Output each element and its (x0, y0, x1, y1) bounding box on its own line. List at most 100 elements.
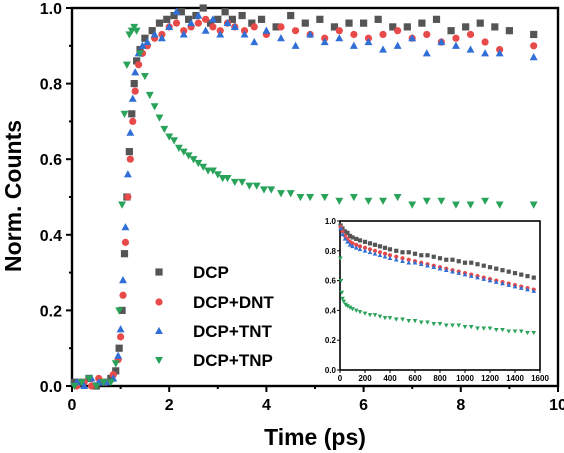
inset-data-point (418, 261, 424, 266)
data-point (374, 15, 382, 23)
data-point (335, 34, 344, 42)
inset-data-point (475, 275, 480, 280)
data-point (228, 15, 236, 23)
inset-x-tick-label: 400 (383, 374, 397, 383)
data-point (481, 197, 490, 205)
data-point (170, 11, 178, 20)
inset-data-point (382, 245, 388, 250)
data-point (214, 15, 222, 23)
inset-data-point (340, 296, 345, 301)
inset-data-point (367, 313, 373, 318)
data-point (408, 201, 417, 209)
inset-data-point (350, 241, 355, 246)
data-point (155, 114, 164, 122)
data-point (466, 201, 475, 209)
data-point (418, 19, 426, 27)
data-point (116, 325, 125, 333)
inset-x-tick-label: 1600 (531, 374, 549, 383)
data-point (141, 34, 149, 42)
inset-data-point (431, 254, 436, 259)
inset-data-point (406, 257, 411, 262)
x-tick-label: 10 (549, 397, 564, 414)
data-point (495, 201, 504, 209)
inset-data-point (347, 233, 353, 238)
inset-data-point (500, 281, 505, 286)
data-point (206, 19, 215, 27)
inset-data-point (340, 226, 345, 231)
data-point (138, 41, 147, 49)
inset-data-point (377, 314, 383, 319)
inset-data-point (525, 330, 530, 336)
inset-data-point (357, 238, 363, 243)
inset-data-point (500, 327, 505, 333)
data-point (529, 53, 538, 61)
inset-data-point (506, 329, 512, 334)
inset-y-tick-label: 0.2 (325, 336, 337, 345)
data-point (316, 15, 324, 23)
inset-data-point (382, 254, 388, 259)
y-axis-title: Norm. Counts (0, 120, 26, 272)
data-point (107, 374, 115, 383)
inset-data-point (450, 257, 455, 262)
inset-data-point (338, 278, 344, 284)
data-point (422, 197, 431, 205)
inset-data-point (431, 322, 437, 327)
inset-data-point (345, 239, 350, 244)
data-point (437, 197, 446, 205)
inset-data-point (431, 264, 437, 269)
inset-data-point (487, 265, 493, 270)
data-point (120, 110, 129, 118)
inset-x-tick-label: 800 (433, 374, 447, 383)
data-point (92, 382, 101, 391)
legend-marker (155, 298, 163, 306)
data-point (85, 375, 93, 383)
inset-series-dcp-tnt (338, 226, 537, 293)
legend-marker (155, 356, 163, 365)
data-point (126, 155, 134, 163)
y-tick-label: 0.0 (40, 379, 62, 396)
data-point (216, 30, 225, 38)
data-point (160, 125, 169, 134)
series-dcp-tnp (70, 23, 538, 391)
inset-data-point (500, 268, 505, 273)
data-point (291, 27, 300, 35)
data-point (330, 23, 339, 31)
data-point (121, 238, 130, 246)
inset-data-point (506, 269, 511, 274)
inset-data-point (377, 252, 383, 258)
inset-y-tick-label: 0.4 (325, 306, 337, 315)
inset-data-point (462, 260, 468, 265)
inset-data-point (387, 316, 393, 321)
data-point (177, 8, 185, 16)
inset-data-point (406, 260, 412, 265)
inset-data-point (468, 273, 474, 278)
data-point (221, 8, 229, 16)
data-point (451, 41, 460, 49)
data-point (393, 41, 402, 49)
data-point (291, 41, 300, 49)
data-point (277, 34, 285, 42)
data-point (126, 128, 135, 136)
inset-x-tick-label: 200 (358, 374, 372, 383)
inset-data-point (354, 242, 359, 247)
data-point (150, 30, 159, 38)
data-point (120, 250, 129, 258)
data-point (119, 276, 127, 284)
y-tick-label: 0.8 (40, 77, 62, 94)
data-point (134, 61, 143, 69)
data-point (131, 87, 139, 95)
data-point (345, 19, 353, 27)
inset-data-point (372, 313, 378, 318)
x-tick-label: 4 (262, 397, 271, 414)
inset-data-point (382, 316, 388, 321)
data-point (432, 15, 441, 23)
inset-data-point (377, 244, 383, 249)
data-point (99, 379, 108, 387)
data-point (250, 23, 258, 31)
main-plot: 0 2 4 6 8 10 0.0 0.2 0.4 0.6 0.8 1.0 (40, 1, 564, 414)
inset-data-point (377, 250, 383, 255)
inset-data-point (468, 325, 474, 330)
data-point (111, 360, 120, 368)
data-point (238, 178, 247, 187)
inset-data-point (456, 323, 462, 328)
